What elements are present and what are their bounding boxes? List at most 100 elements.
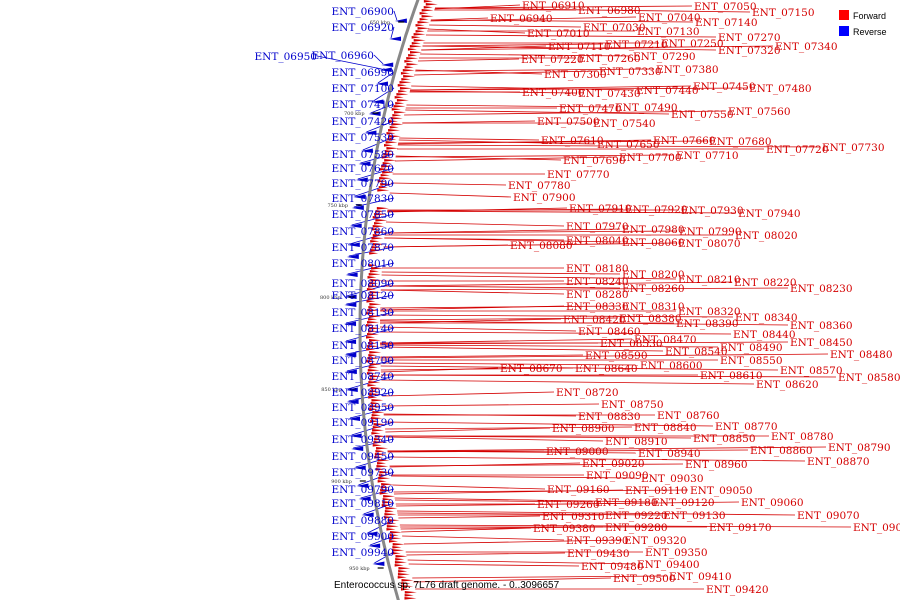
forward-gene-arrow <box>390 117 403 120</box>
forward-gene-label: ENT_08210 <box>678 274 741 286</box>
reverse-connector <box>348 246 395 257</box>
reverse-gene-label: ENT_08140 <box>331 323 394 335</box>
reverse-gene-arrow <box>375 81 388 86</box>
forward-gene-label: ENT_07450 <box>693 81 756 93</box>
reverse-gene-label: ENT_07420 <box>331 116 394 128</box>
forward-connector <box>397 510 796 516</box>
forward-connector <box>381 271 621 275</box>
reverse-connector <box>358 471 395 486</box>
forward-connector <box>410 87 748 91</box>
forward-connector <box>392 484 546 490</box>
forward-gene-arrow <box>403 75 416 78</box>
forward-connector <box>389 463 684 467</box>
forward-gene-arrow <box>404 594 414 597</box>
forward-gene-label: ENT_08260 <box>622 283 685 295</box>
legend-forward-swatch <box>839 10 849 20</box>
forward-gene-arrow <box>369 390 379 393</box>
forward-gene-arrow <box>385 141 398 144</box>
forward-gene-arrow <box>369 405 382 408</box>
forward-gene-arrow <box>371 228 381 231</box>
forward-gene-arrow <box>367 345 380 348</box>
reverse-gene-label: ENT_09190 <box>331 417 394 429</box>
tick-label: 850 kbp <box>321 387 342 393</box>
forward-connector <box>409 90 577 94</box>
forward-gene-arrow <box>371 267 384 270</box>
forward-gene-arrow <box>369 378 379 381</box>
forward-gene-arrow <box>417 21 430 24</box>
forward-gene-label: ENT_09170 <box>709 522 772 534</box>
forward-gene-label: ENT_07270 <box>718 32 781 44</box>
forward-gene-label: ENT_07970 <box>566 221 629 233</box>
forward-gene-arrow <box>377 459 390 462</box>
forward-connector <box>384 230 678 234</box>
forward-connector <box>380 338 633 344</box>
reverse-gene-label: ENT_08010 <box>331 258 394 270</box>
forward-connector <box>420 53 632 57</box>
reverse-connector <box>316 55 382 70</box>
reverse-gene-label: ENT_08700 <box>331 355 394 367</box>
forward-gene-arrow <box>389 120 399 123</box>
forward-gene-arrow <box>370 402 380 405</box>
forward-gene-arrow <box>370 240 380 243</box>
forward-gene-arrow <box>423 6 433 9</box>
forward-gene-arrow <box>371 246 381 249</box>
forward-connector <box>380 318 562 324</box>
forward-gene-arrow <box>374 231 387 234</box>
reverse-gene-label: ENT_06960 <box>311 50 374 62</box>
forward-connector <box>383 244 509 248</box>
forward-gene-arrow <box>391 123 404 126</box>
forward-gene-arrow <box>375 468 385 471</box>
forward-gene-label: ENT_08340 <box>735 312 798 324</box>
forward-gene-arrow <box>421 15 434 18</box>
forward-gene-arrow <box>401 585 414 588</box>
forward-connector <box>380 285 621 289</box>
reverse-gene-label: ENT_06950 <box>254 51 317 63</box>
forward-gene-arrow <box>381 156 391 159</box>
tick-label: 950 kbp <box>349 566 370 572</box>
forward-gene-label: ENT_08460 <box>578 326 641 338</box>
forward-gene-arrow <box>372 216 382 219</box>
forward-connector <box>382 403 600 407</box>
forward-connector <box>435 5 693 9</box>
forward-gene-label: ENT_09180 <box>595 497 658 509</box>
forward-gene-arrow <box>387 519 400 522</box>
forward-connector <box>395 499 594 503</box>
forward-gene-arrow <box>374 222 384 225</box>
scale-ticks: 650 kbp 700 kbp 750 kbp 800 kbp 850 kbp 900 k… <box>320 20 405 572</box>
forward-connector <box>399 137 540 141</box>
forward-gene-label: ENT_08020 <box>735 230 798 242</box>
forward-gene-label: ENT_07030 <box>583 22 646 34</box>
forward-connector <box>381 379 755 385</box>
forward-gene-label: ENT_07780 <box>508 180 571 192</box>
reverse-gene-arrow <box>344 321 357 326</box>
forward-gene-arrow <box>397 84 407 87</box>
forward-gene-arrow <box>368 294 378 297</box>
forward-gene-label: ENT_09410 <box>669 571 732 583</box>
forward-gene-arrow <box>389 540 399 543</box>
forward-gene-label: ENT_08220 <box>734 277 797 289</box>
reverse-gene-label: ENT_07530 <box>331 132 394 144</box>
reverse-connector <box>355 455 395 468</box>
forward-gene-label: ENT_07710 <box>676 150 739 162</box>
reverse-gene-arrow <box>372 561 385 566</box>
forward-gene-arrow <box>404 66 414 69</box>
forward-gene-label: ENT_07430 <box>578 88 641 100</box>
reverse-connector <box>347 262 395 275</box>
forward-gene-label: ENT_07250 <box>661 38 724 50</box>
forward-gene-label: ENT_09120 <box>652 497 715 509</box>
forward-gene-arrow <box>366 288 376 291</box>
forward-gene-arrow <box>370 279 383 282</box>
forward-gene-arrow <box>371 237 384 240</box>
forward-gene-label: ENT_07900 <box>513 192 576 204</box>
forward-gene-arrow <box>396 93 409 96</box>
reverse-gene-label: ENT_08090 <box>331 278 394 290</box>
reverse-gene-label: ENT_08130 <box>331 307 394 319</box>
forward-gene-arrow <box>379 471 392 474</box>
forward-gene-label: ENT_07380 <box>656 64 719 76</box>
forward-gene-arrow <box>367 276 377 279</box>
reverse-gene-label: ENT_09450 <box>331 451 394 463</box>
reverse-connector <box>360 153 395 164</box>
forward-gene-arrow <box>383 153 396 156</box>
forward-gene-arrow <box>394 564 404 567</box>
